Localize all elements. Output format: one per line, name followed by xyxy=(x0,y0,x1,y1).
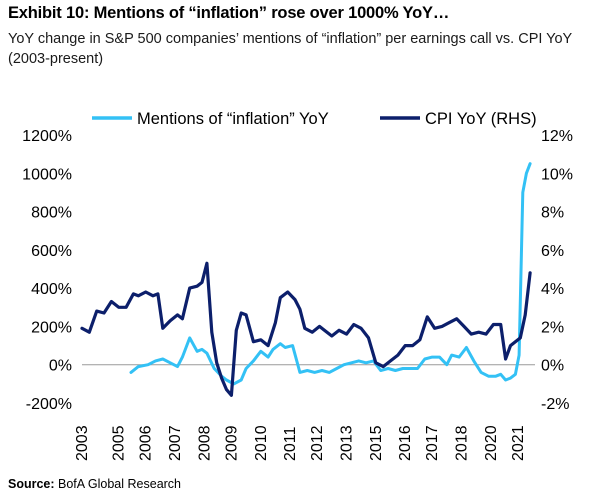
y-right-tick-label: 2% xyxy=(541,319,564,336)
axes: -200% 0% 200% 400% 600% 800% 1000% 1200% -2% 0% 2%… xyxy=(22,128,573,461)
y-right-tick-label: 12% xyxy=(541,128,573,145)
x-tick-label: 2016 xyxy=(397,425,414,461)
y-right-tick-label: 6% xyxy=(541,243,564,260)
x-tick-label: 2003 xyxy=(74,425,91,461)
x-tick-label: 2010 xyxy=(253,425,270,461)
x-tick-label: 2013 xyxy=(338,425,355,461)
x-tick-label: 2018 xyxy=(454,425,471,461)
plot-area xyxy=(80,162,532,397)
x-tick-label: 2020 xyxy=(483,425,500,461)
y-left-tick-label: -200% xyxy=(26,396,72,413)
chart-title: Exhibit 10: Mentions of “inflation” rose… xyxy=(8,4,450,22)
y-right-tick-label: -2% xyxy=(541,396,569,413)
y-left-tick-label: 200% xyxy=(31,319,72,336)
source-text: BofA Global Research xyxy=(54,477,182,491)
x-tick-label: 2011 xyxy=(282,426,299,461)
series-line-cpi xyxy=(80,261,532,397)
legend-label-cpi: CPI YoY (RHS) xyxy=(425,110,537,128)
y-left-tick-label: 600% xyxy=(31,243,72,260)
y-right-tick-label: 0% xyxy=(541,358,564,375)
source-note: Source: BofA Global Research xyxy=(8,477,181,491)
x-tick-label: 2008 xyxy=(196,425,213,461)
y-left-tick-label: 0% xyxy=(49,358,72,375)
chart-subtitle: YoY change in S&P 500 companies’ mention… xyxy=(8,31,572,67)
y-left-tick-label: 800% xyxy=(31,205,72,222)
x-tick-label: 2009 xyxy=(223,425,240,461)
x-tick-label: 2007 xyxy=(167,425,184,461)
y-left-tick-label: 1200% xyxy=(22,128,72,145)
legend: Mentions of “inflation” YoY CPI YoY (RHS) xyxy=(92,110,537,128)
series-line-mentions xyxy=(129,162,532,386)
x-tick-label: 2017 xyxy=(424,425,441,461)
source-label: Source: xyxy=(8,477,55,491)
y-left-tick-label: 400% xyxy=(31,281,72,298)
y-left-tick-label: 1000% xyxy=(22,166,72,183)
x-tick-label: 2006 xyxy=(138,425,155,461)
x-tick-label: 2015 xyxy=(368,425,385,461)
x-tick-label: 2005 xyxy=(111,425,128,461)
x-tick-label: 2012 xyxy=(309,425,326,461)
y-right-tick-label: 10% xyxy=(541,166,573,183)
x-tick-label: 2021 xyxy=(510,425,527,461)
y-right-tick-label: 8% xyxy=(541,205,564,222)
legend-label-mentions: Mentions of “inflation” YoY xyxy=(137,110,329,128)
y-right-tick-label: 4% xyxy=(541,281,564,298)
